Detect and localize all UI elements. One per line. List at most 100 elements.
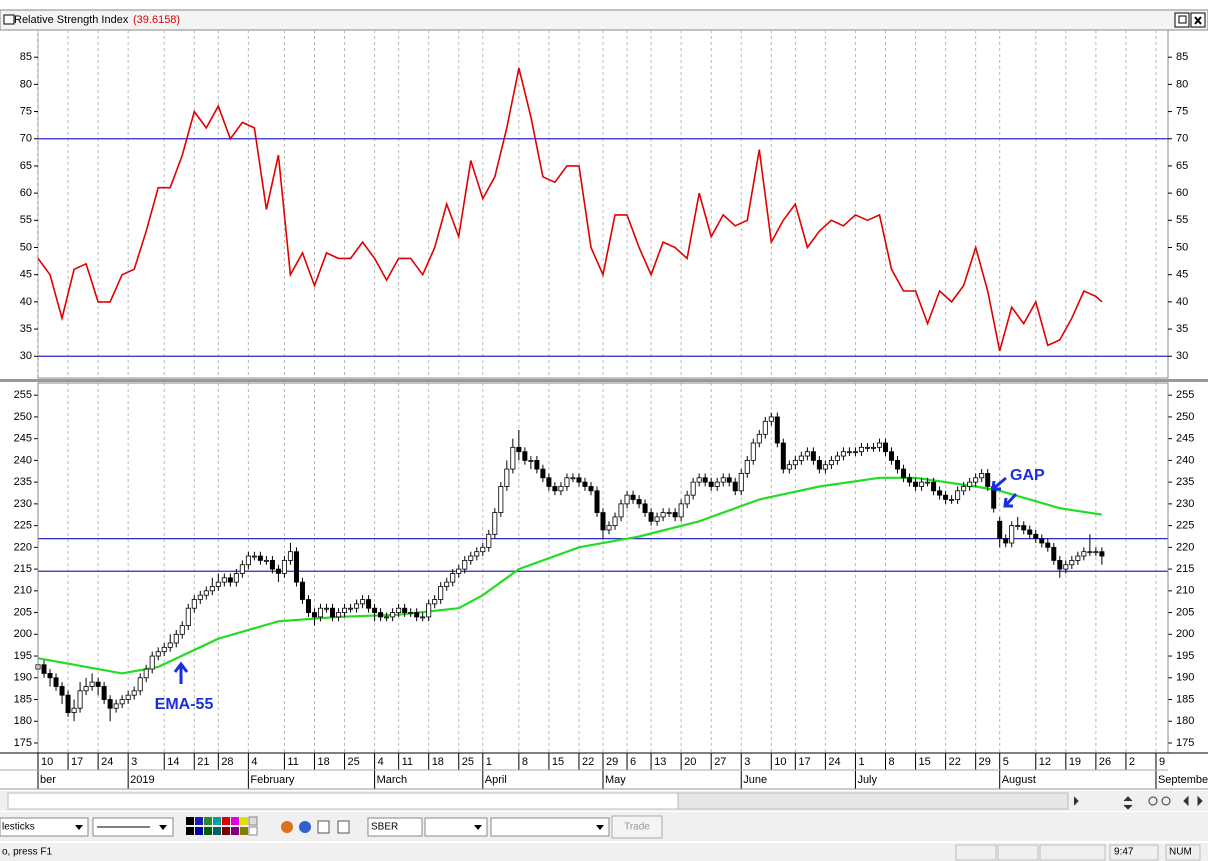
zoom-in[interactable] — [1161, 796, 1171, 806]
x-tick-label: 22 — [582, 756, 594, 768]
candle-body — [846, 451, 852, 454]
candle-body — [955, 490, 961, 500]
candle-body — [155, 651, 161, 657]
status-background — [0, 843, 1208, 861]
window-icon — [3, 14, 15, 25]
color-palette[interactable] — [186, 816, 258, 836]
candle-body — [1033, 533, 1039, 540]
y-tick-label: 45 — [20, 269, 32, 281]
candle-body — [233, 573, 239, 583]
candle-body — [895, 459, 901, 470]
status-cell — [1109, 844, 1159, 861]
close-icon — [1194, 16, 1202, 25]
y-tick-label: 195 — [1176, 650, 1194, 662]
candle-body — [672, 512, 678, 518]
candle-body — [95, 681, 101, 687]
scroll-thumb[interactable] — [677, 792, 1069, 810]
y-tick-label: 75 — [1176, 105, 1188, 117]
candle-body — [59, 686, 65, 696]
candle-body — [600, 512, 606, 531]
candle-body — [1027, 529, 1033, 535]
ema-arrow — [173, 661, 189, 684]
candle-body — [528, 459, 534, 462]
candle-body — [1051, 546, 1057, 561]
candle-body — [919, 481, 925, 487]
y-tick-label: 30 — [20, 350, 32, 362]
x-tick-label: 25 — [348, 756, 360, 768]
candle-body — [636, 499, 642, 505]
candle-body — [961, 486, 967, 492]
candle-body — [708, 481, 714, 487]
y-tick-label: 60 — [1176, 187, 1188, 199]
candle-body — [840, 451, 846, 457]
candle-body — [450, 573, 456, 583]
month-label: February — [250, 774, 295, 786]
y-tick-label: 235 — [1176, 476, 1194, 488]
tool-icon[interactable] — [337, 820, 350, 834]
tool-icon[interactable] — [299, 821, 311, 833]
scroll-track[interactable] — [7, 792, 679, 810]
candle-body — [390, 612, 396, 618]
tool-icon[interactable] — [317, 820, 330, 834]
candle-body — [324, 607, 330, 610]
x-tick-label: 22 — [949, 756, 961, 768]
x-tick-label: 5 — [1003, 756, 1009, 768]
month-label: July — [857, 774, 877, 786]
candle-body — [299, 581, 305, 600]
candle-body — [53, 677, 59, 687]
x-tick-label: 8 — [889, 756, 895, 768]
indicator-title: Relative Strength Index — [14, 14, 129, 26]
y-tick-label: 45 — [1176, 269, 1188, 281]
y-tick-label: 35 — [1176, 323, 1188, 335]
maximize-icon — [1178, 15, 1187, 24]
annotation: GAP — [1010, 467, 1045, 484]
candle-body — [257, 555, 263, 561]
zoom-out[interactable] — [1148, 796, 1158, 806]
candle-body — [161, 646, 167, 653]
candle-body — [251, 555, 257, 558]
y-tick-label: 245 — [1176, 433, 1194, 445]
candle-body — [1099, 551, 1105, 557]
x-tick-label: 8 — [522, 756, 528, 768]
y-tick-label: 80 — [20, 78, 32, 90]
candle-body — [558, 486, 564, 492]
candle-body — [882, 442, 889, 453]
candle-body — [582, 481, 588, 487]
candle-body — [378, 612, 384, 618]
candle-body — [552, 486, 558, 492]
candle-body — [438, 586, 444, 600]
y-tick-label: 240 — [1176, 454, 1194, 466]
x-tick-label: 25 — [462, 756, 474, 768]
y-tick-label: 210 — [14, 585, 32, 597]
month-label: May — [605, 774, 626, 786]
candle-body — [293, 551, 299, 583]
candle-body — [336, 612, 342, 618]
month-label: April — [485, 774, 507, 786]
candle-body — [774, 416, 780, 444]
x-tick-label: 18 — [432, 756, 444, 768]
account-select[interactable] — [490, 817, 610, 837]
y-tick-label: 50 — [1176, 241, 1188, 253]
candle-body — [269, 559, 275, 570]
candle-body — [756, 433, 762, 444]
candle-body — [588, 486, 594, 492]
period-select[interactable] — [424, 817, 488, 837]
candle-body — [546, 477, 552, 487]
candle-body — [630, 494, 636, 500]
navigation-icons[interactable] — [1073, 795, 1203, 810]
candle-body — [816, 459, 822, 470]
candle-body — [702, 477, 708, 483]
candle-body — [858, 446, 864, 453]
tool-icon[interactable] — [281, 821, 293, 833]
month-label: June — [743, 774, 767, 786]
symbol-box[interactable] — [367, 817, 423, 837]
y-tick-label: 30 — [1176, 350, 1188, 362]
candle-body — [191, 599, 197, 609]
trade-button[interactable] — [611, 815, 663, 839]
candle-body — [408, 612, 414, 614]
candle-body — [77, 690, 83, 709]
candle-body — [768, 416, 774, 422]
style-select[interactable] — [0, 817, 89, 837]
maximize-button[interactable] — [1174, 12, 1190, 28]
x-tick-label: 11 — [402, 756, 413, 768]
